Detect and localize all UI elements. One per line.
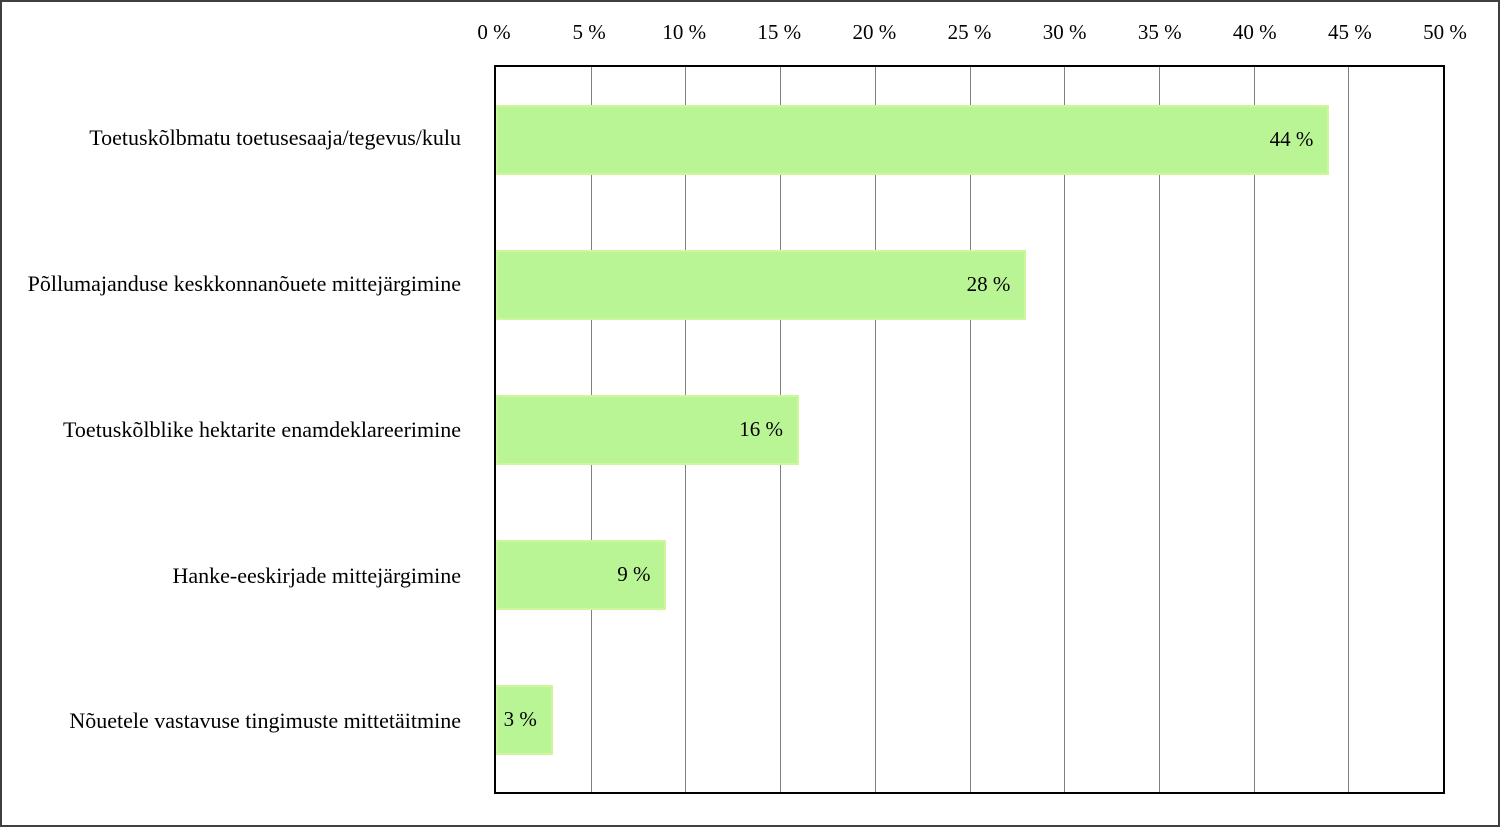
bar: 16 % — [496, 394, 800, 465]
bar: 3 % — [496, 684, 553, 755]
x-axis-tick-label: 35 % — [1137, 20, 1182, 44]
gridline — [1253, 67, 1255, 792]
x-axis-tick-label: 5 % — [572, 20, 606, 44]
category-label: Hanke-eeskirjade mittejärgimine — [172, 562, 461, 588]
gridline — [1158, 67, 1160, 792]
x-axis-tick-label: 10 % — [662, 20, 707, 44]
bar: 44 % — [496, 104, 1330, 175]
category-label: Toetuskõlblike hektarite enamdeklareerim… — [63, 416, 461, 442]
bar-value-label: 9 % — [617, 562, 651, 586]
bar-row: 28 % — [496, 212, 1443, 357]
x-axis: 0 % 5 % 10 % 15 % 20 % 25 % 30 % 35 % 40… — [477, 20, 1467, 50]
y-axis-category-labels: Toetuskõlbmatu toetusesaaja/tegevus/kulu… — [2, 65, 478, 794]
bar-value-label: 16 % — [739, 417, 784, 441]
gridline — [1064, 67, 1066, 792]
bar-value-label: 28 % — [966, 272, 1011, 296]
x-axis-tick-label: 50 % — [1423, 20, 1467, 44]
x-axis-tick-label: 20 % — [852, 20, 897, 44]
plot-area: 44 % 28 % 16 % 9 % 3 % — [494, 65, 1445, 794]
bar-row: 44 % — [496, 67, 1443, 212]
bar: 28 % — [496, 249, 1027, 320]
bar-value-label: 3 % — [503, 707, 537, 731]
x-axis-tick-label: 40 % — [1232, 20, 1277, 44]
x-axis-tick-label: 45 % — [1328, 20, 1372, 44]
gridline — [1348, 67, 1350, 792]
bar-value-label: 44 % — [1269, 127, 1314, 151]
category-label: Nõuetele vastavuse tingimuste mittetäitm… — [69, 708, 461, 734]
gridline — [874, 67, 876, 792]
bar-rows: 44 % 28 % 16 % 9 % 3 % — [496, 67, 1443, 792]
gridline — [969, 67, 971, 792]
x-axis-tick-label: 0 % — [477, 20, 511, 44]
category-label: Toetuskõlbmatu toetusesaaja/tegevus/kulu — [89, 125, 461, 151]
bar-row: 3 % — [496, 647, 1443, 792]
bar-row: 16 % — [496, 357, 1443, 502]
x-axis-tick-label: 25 % — [947, 20, 992, 44]
x-axis-tick-label: 30 % — [1042, 20, 1087, 44]
bar-row: 9 % — [496, 502, 1443, 647]
category-label: Põllumajanduse keskkonnanõuete mittejärg… — [27, 271, 461, 297]
x-axis-tick-label: 15 % — [757, 20, 802, 44]
bar: 9 % — [496, 539, 667, 610]
